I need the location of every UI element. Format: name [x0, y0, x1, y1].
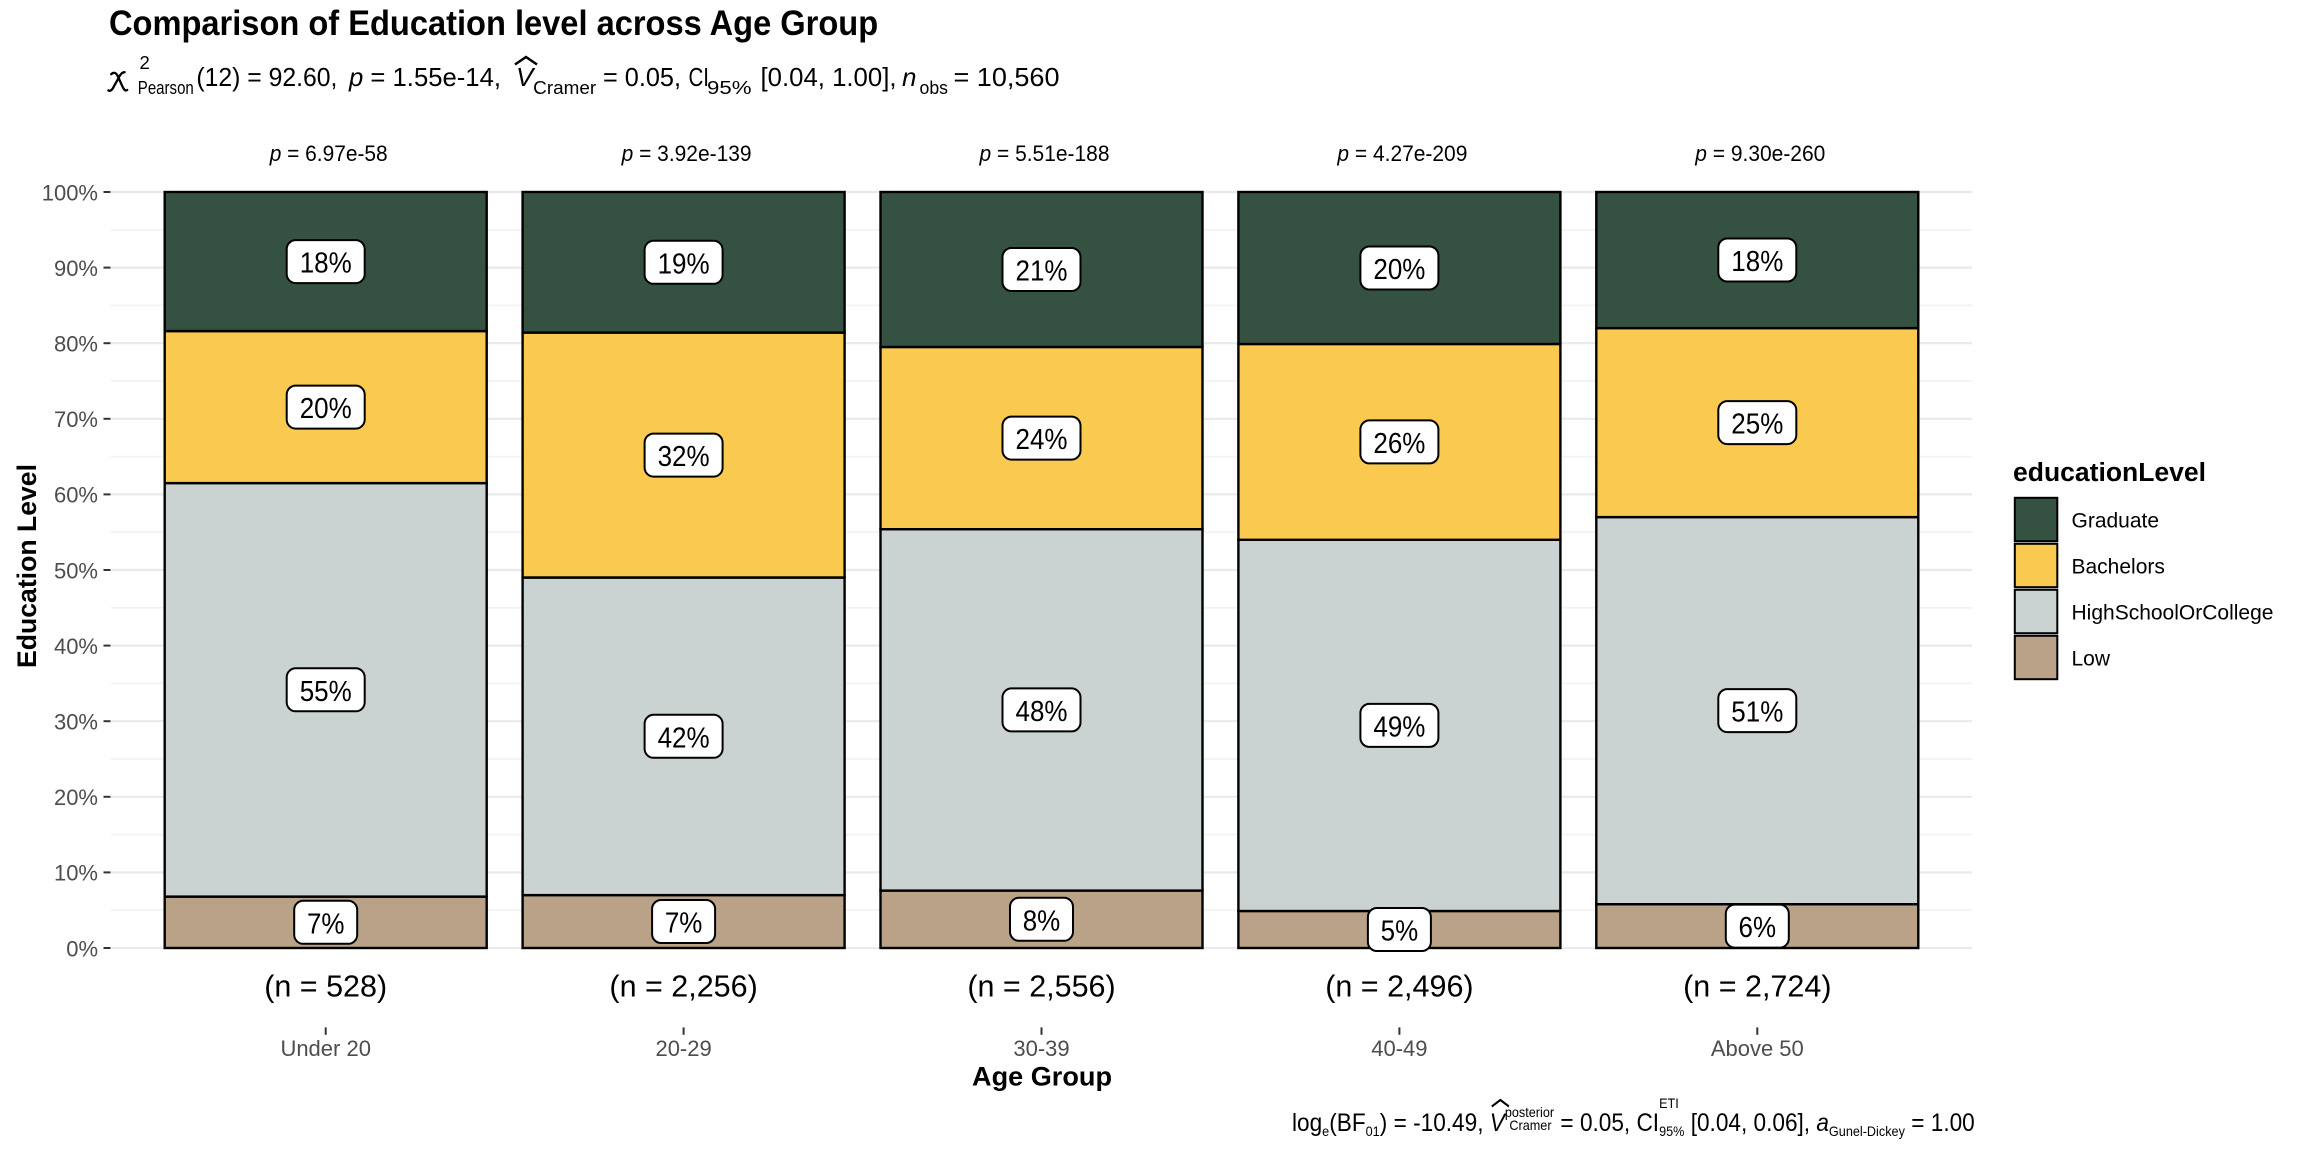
- svg-text:30-39: 30-39: [1013, 1036, 1069, 1061]
- svg-text:(12) = 92.60,: (12) = 92.60,: [196, 62, 337, 92]
- svg-text:18%: 18%: [300, 248, 352, 280]
- svg-text:Bachelors: Bachelors: [2072, 555, 2165, 578]
- svg-text:100%: 100%: [42, 180, 98, 205]
- svg-text:p = 6.97e-58: p = 6.97e-58: [269, 141, 388, 166]
- svg-text:p = 1.55e-14,: p = 1.55e-14,: [348, 62, 501, 92]
- svg-text:Age Group: Age Group: [972, 1062, 1112, 1092]
- svg-text:HighSchoolOrCollege: HighSchoolOrCollege: [2072, 601, 2274, 624]
- svg-text:[0.04, 1.00],: [0.04, 1.00],: [761, 62, 897, 92]
- svg-text:V: V: [516, 62, 536, 92]
- svg-text:Cramer: Cramer: [533, 77, 596, 98]
- svg-text:80%: 80%: [54, 332, 98, 357]
- svg-text:p = 4.27e-209: p = 4.27e-209: [1336, 141, 1467, 166]
- svg-text:Graduate: Graduate: [2072, 509, 2160, 532]
- svg-text:CI: CI: [689, 62, 710, 92]
- svg-text:48%: 48%: [1016, 696, 1068, 728]
- svg-text:Above 50: Above 50: [1711, 1036, 1804, 1061]
- svg-text:95%: 95%: [707, 77, 752, 98]
- svg-text:p = 3.92e-139: p = 3.92e-139: [621, 141, 752, 166]
- svg-text:n: n: [902, 62, 916, 92]
- svg-text:(n = 2,256): (n = 2,256): [609, 969, 757, 1003]
- svg-text:40%: 40%: [54, 634, 98, 659]
- svg-text:(n = 2,556): (n = 2,556): [967, 969, 1115, 1003]
- svg-text:Education Level: Education Level: [12, 464, 42, 668]
- svg-text:Under 20: Under 20: [280, 1036, 371, 1061]
- svg-text:24%: 24%: [1016, 424, 1068, 456]
- svg-text:obs: obs: [920, 77, 949, 98]
- svg-text:70%: 70%: [54, 407, 98, 432]
- svg-text:20%: 20%: [300, 393, 352, 425]
- svg-text:educationLevel: educationLevel: [2013, 459, 2206, 487]
- svg-text:7%: 7%: [665, 908, 703, 940]
- svg-text:2: 2: [140, 52, 150, 73]
- svg-text:(n = 528): (n = 528): [264, 969, 387, 1003]
- svg-text:51%: 51%: [1731, 697, 1783, 729]
- svg-text:(n = 2,724): (n = 2,724): [1683, 969, 1831, 1003]
- svg-text:0%: 0%: [66, 936, 98, 961]
- svg-text:50%: 50%: [54, 558, 98, 583]
- svg-text:18%: 18%: [1731, 246, 1783, 278]
- svg-text:= 0.05,: = 0.05,: [603, 62, 681, 92]
- svg-text:49%: 49%: [1373, 711, 1425, 743]
- svg-text:26%: 26%: [1373, 428, 1425, 460]
- svg-text:p = 9.30e-260: p = 9.30e-260: [1694, 141, 1825, 166]
- svg-text:32%: 32%: [658, 441, 710, 473]
- svg-text:20%: 20%: [1373, 254, 1425, 286]
- svg-text:55%: 55%: [300, 676, 352, 708]
- svg-text:p = 5.51e-188: p = 5.51e-188: [979, 141, 1110, 166]
- svg-text:20-29: 20-29: [655, 1036, 711, 1061]
- svg-text:20%: 20%: [54, 785, 98, 810]
- svg-text:21%: 21%: [1016, 256, 1068, 288]
- svg-text:42%: 42%: [658, 722, 710, 754]
- svg-text:= 10,560: = 10,560: [954, 62, 1060, 92]
- svg-text:30%: 30%: [54, 710, 98, 735]
- svg-text:(n = 2,496): (n = 2,496): [1325, 969, 1473, 1003]
- svg-text:25%: 25%: [1731, 409, 1783, 441]
- svg-text:60%: 60%: [54, 483, 98, 508]
- svg-text:Pearson: Pearson: [138, 77, 194, 98]
- svg-text:8%: 8%: [1023, 905, 1061, 937]
- svg-text:6%: 6%: [1739, 912, 1777, 944]
- svg-text:40-49: 40-49: [1371, 1036, 1427, 1061]
- svg-text:19%: 19%: [658, 248, 710, 280]
- svg-text:90%: 90%: [54, 256, 98, 281]
- svg-text:Low: Low: [2072, 647, 2111, 670]
- svg-text:7%: 7%: [307, 908, 345, 940]
- svg-text:5%: 5%: [1381, 916, 1419, 948]
- svg-text:10%: 10%: [54, 861, 98, 886]
